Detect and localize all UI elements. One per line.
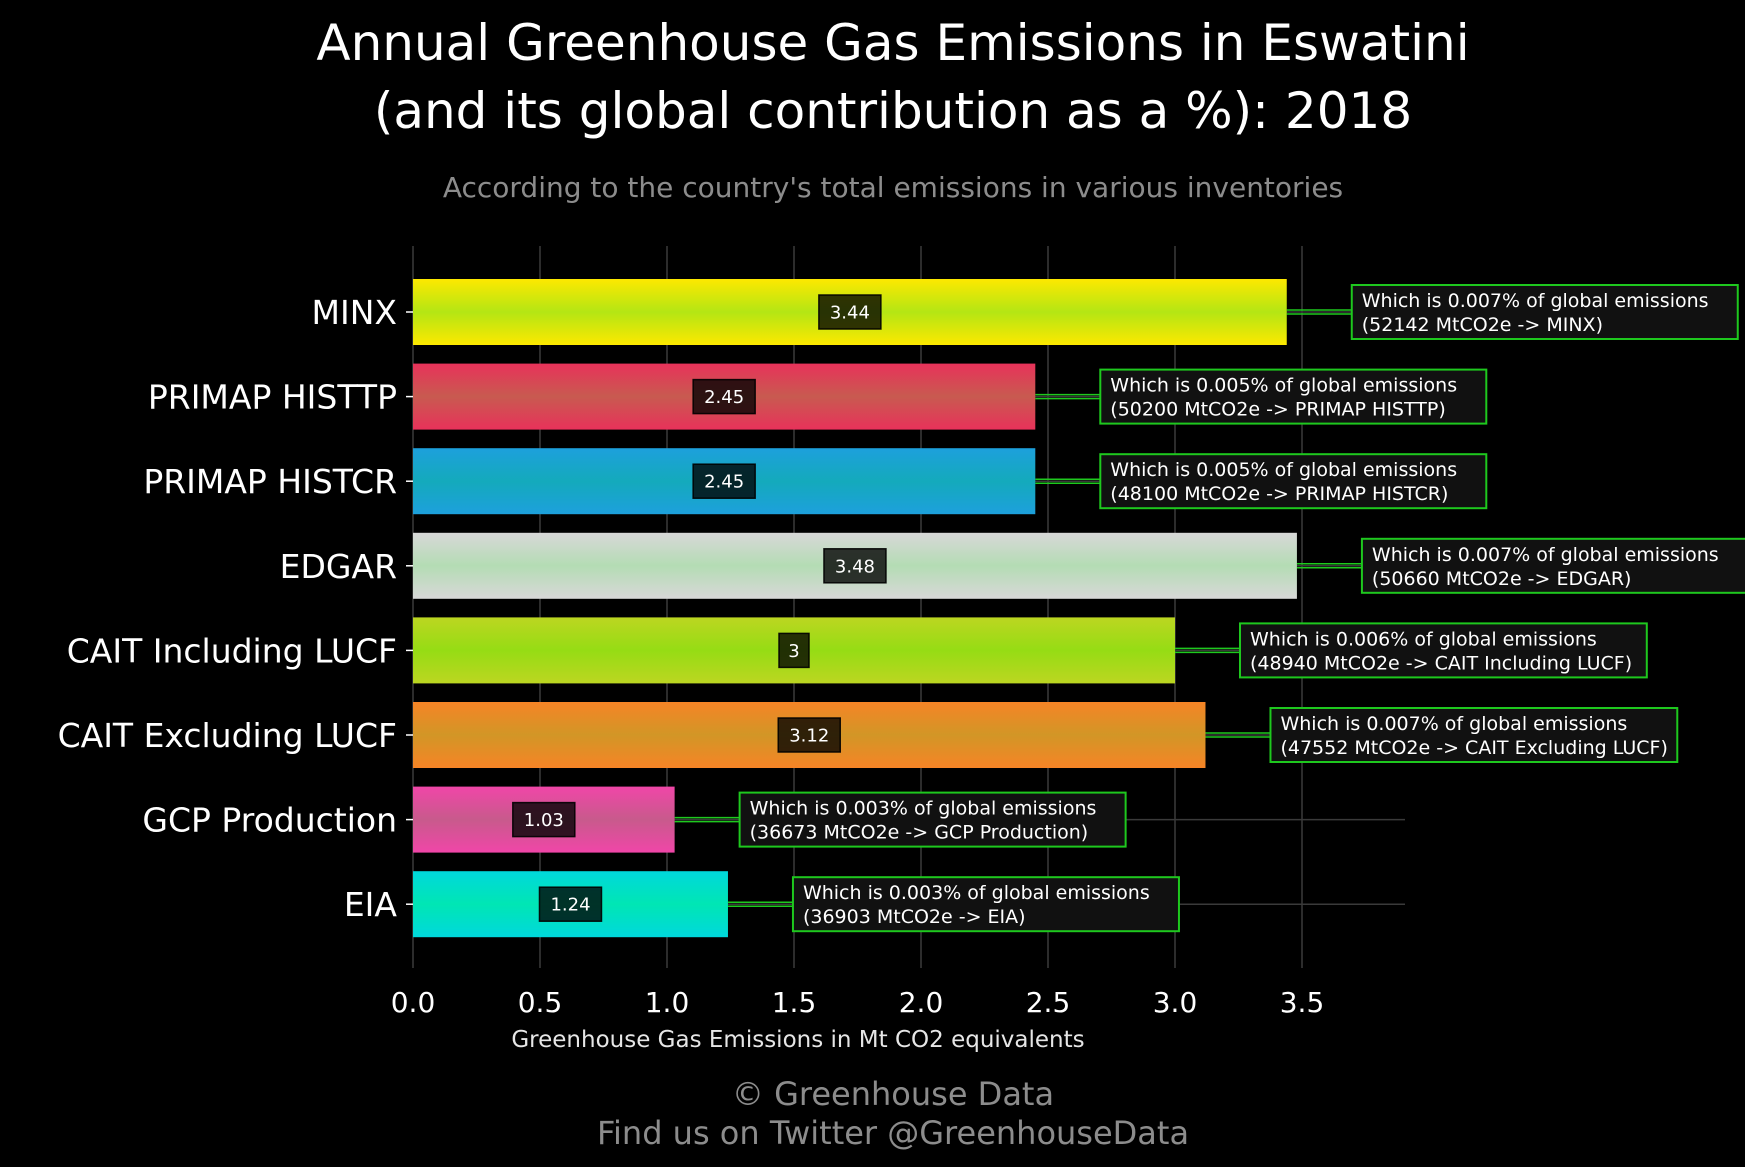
value-label: 1.03 xyxy=(524,810,564,831)
annotation-line-2: (50660 MtCO2e -> EDGAR) xyxy=(1372,568,1632,590)
annotation-box xyxy=(1239,622,1648,679)
value-label-box xyxy=(778,632,810,669)
value-label: 3.48 xyxy=(835,556,875,577)
annotation-line-1: Which is 0.006% of global emissions xyxy=(1250,628,1597,650)
x-tick-label: 0.0 xyxy=(391,986,436,1019)
grid-lines xyxy=(412,246,1405,968)
category-label: CAIT Including LUCF xyxy=(67,631,397,670)
value-label-box xyxy=(818,294,882,330)
category-label: CAIT Excluding LUCF xyxy=(58,716,397,755)
value-label-box xyxy=(823,548,887,584)
x-tick-label: 3.5 xyxy=(1280,986,1325,1019)
annotation-line-1: Which is 0.007% of global emissions xyxy=(1372,544,1719,566)
x-tick-label: 1.0 xyxy=(645,986,690,1019)
annotation-line-2: (47552 MtCO2e -> CAIT Excluding LUCF) xyxy=(1280,737,1667,759)
annotation-line-2: (36673 MtCO2e -> GCP Production) xyxy=(750,822,1089,844)
value-label: 2.45 xyxy=(704,472,744,493)
category-labels: MINX PRIMAP HISTTP PRIMAP HISTCR EDGAR CAIT … xyxy=(58,293,413,924)
category-label: PRIMAP HISTCR xyxy=(143,462,397,501)
value-label-box xyxy=(692,378,756,415)
chart-subtitle: According to the country's total emissio… xyxy=(443,171,1343,204)
x-tick-label: 0.5 xyxy=(518,986,563,1019)
annotation-box xyxy=(738,791,1127,848)
x-axis-title: Greenhouse Gas Emissions in Mt CO2 equiv… xyxy=(511,1027,1084,1053)
category-label: EIA xyxy=(344,885,398,924)
value-label-box xyxy=(692,463,756,499)
x-tick-label: 1.5 xyxy=(772,986,817,1019)
value-label: 3 xyxy=(788,641,799,662)
annotations: Which is 0.007% of global emissions(5214… xyxy=(738,284,1745,933)
value-label: 3.44 xyxy=(830,303,870,324)
credit-line-1: © Greenhouse Data xyxy=(732,1075,1054,1113)
annotation-line-2: (48100 MtCO2e -> PRIMAP HISTCR) xyxy=(1110,483,1448,505)
annotation-line-1: Which is 0.003% of global emissions xyxy=(750,798,1097,820)
value-label: 1.24 xyxy=(550,895,590,916)
value-label: 2.45 xyxy=(704,387,744,408)
annotation-line-1: Which is 0.003% of global emissions xyxy=(803,882,1150,904)
category-label: EDGAR xyxy=(280,547,397,586)
annotation-line-2: (36903 MtCO2e -> EIA) xyxy=(803,906,1026,928)
annotation-box xyxy=(1350,284,1739,340)
annotation-line-2: (50200 MtCO2e -> PRIMAP HISTTP) xyxy=(1110,399,1445,421)
chart-title-line-1: Annual Greenhouse Gas Emissions in Eswat… xyxy=(316,14,1469,72)
value-label-box xyxy=(512,801,576,838)
annotation-line-1: Which is 0.007% of global emissions xyxy=(1280,713,1627,735)
chart-title-line-2: (and its global contribution as a %): 20… xyxy=(374,82,1412,140)
value-label: 3.12 xyxy=(789,726,829,747)
category-label: MINX xyxy=(312,293,398,332)
value-label-box xyxy=(538,886,603,922)
annotation-line-1: Which is 0.005% of global emissions xyxy=(1110,459,1457,481)
x-tick-label: 2.0 xyxy=(899,986,944,1019)
annotation-box xyxy=(1269,707,1679,763)
annotation-line-1: Which is 0.007% of global emissions xyxy=(1362,290,1709,312)
annotation-line-2: (48940 MtCO2e -> CAIT Including LUCF) xyxy=(1250,652,1632,674)
annotation-box xyxy=(1099,368,1488,425)
value-labels: 3.44 2.45 2.45 3.48 3 3.12 1.03 1.24 xyxy=(512,294,887,922)
annotation-box xyxy=(1360,537,1745,594)
x-tick-labels: 0.0 0.5 1.0 1.5 2.0 2.5 3.0 3.5 xyxy=(391,986,1325,1019)
connector-lines xyxy=(674,309,1362,907)
value-label-box xyxy=(777,717,841,753)
x-tick-label: 2.5 xyxy=(1026,986,1071,1019)
category-label: PRIMAP HISTTP xyxy=(148,378,397,417)
x-tick-label: 3.0 xyxy=(1153,986,1198,1019)
credit-line-2: Find us on Twitter @GreenhouseData xyxy=(597,1114,1189,1152)
annotation-box xyxy=(1099,453,1488,510)
annotation-box xyxy=(791,876,1180,933)
annotation-line-1: Which is 0.005% of global emissions xyxy=(1110,375,1457,397)
annotation-line-2: (52142 MtCO2e -> MINX) xyxy=(1362,314,1603,336)
category-label: GCP Production xyxy=(142,801,397,840)
